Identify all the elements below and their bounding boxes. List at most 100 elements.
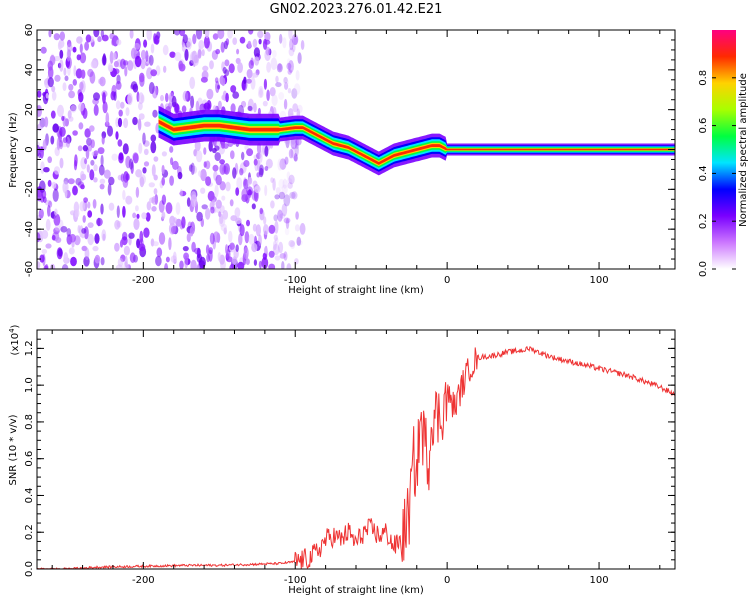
noise-blob [54, 74, 61, 82]
noise-blob [129, 30, 134, 39]
noise-blob [198, 170, 202, 177]
noise-blob [92, 245, 99, 252]
noise-blob [215, 48, 221, 55]
noise-blob [42, 196, 47, 203]
noise-blob [203, 147, 207, 155]
noise-blob [212, 33, 219, 40]
noise-blob [209, 232, 215, 245]
noise-blob [299, 223, 306, 235]
noise-blob [45, 219, 51, 231]
noise-blob [115, 264, 123, 269]
colorbar-tick-label: 0.0 [698, 261, 709, 277]
noise-blob [80, 69, 86, 79]
noise-blob [109, 51, 114, 64]
noise-blob [143, 227, 150, 238]
noise-blob [230, 150, 235, 160]
noise-blob [135, 169, 143, 178]
noise-blob [113, 68, 120, 75]
noise-blob [219, 159, 226, 165]
noise-blob [230, 103, 236, 114]
noise-blob [220, 41, 225, 53]
noise-blob [270, 177, 274, 183]
noise-blob [72, 130, 78, 136]
noise-blob [253, 102, 257, 113]
noise-blob [272, 50, 277, 58]
noise-blob [219, 214, 224, 225]
noise-blob [259, 164, 264, 176]
noise-blob [165, 92, 169, 103]
noise-blob [200, 76, 208, 83]
noise-blob [263, 78, 267, 90]
noise-blob [248, 30, 254, 35]
noise-blob [160, 94, 164, 102]
noise-blob [161, 194, 167, 205]
y-tick-label: 0.8 [24, 414, 35, 430]
noise-blob [103, 169, 111, 179]
snr-x-ticks: -200 -100 0 100 [51, 330, 661, 586]
noise-blob [254, 56, 260, 66]
noise-blob [67, 178, 75, 185]
noise-blob [206, 253, 210, 263]
noise-blob [78, 92, 84, 103]
noise-blob [128, 158, 134, 170]
noise-blob [253, 47, 260, 58]
noise-blob [133, 42, 141, 50]
noise-blob [59, 126, 66, 137]
noise-blob [171, 95, 177, 108]
noise-blob [116, 220, 122, 228]
noise-blob [141, 212, 147, 220]
noise-blob [262, 100, 268, 107]
noise-blob [154, 35, 160, 45]
noise-blob [139, 72, 145, 83]
noise-blob [189, 76, 196, 89]
noise-blob [114, 242, 120, 252]
noise-blob [66, 228, 72, 237]
noise-blob [79, 52, 87, 64]
noise-blob [214, 184, 219, 198]
noise-blob [140, 49, 147, 60]
x-tick-label: -200 [132, 275, 155, 286]
noise-blob [80, 157, 87, 170]
noise-blob [99, 183, 105, 190]
noise-blob [244, 231, 250, 244]
noise-blob [230, 85, 237, 93]
noise-blob [57, 62, 62, 69]
noise-blob [135, 205, 139, 212]
noise-blob [293, 83, 301, 95]
noise-blob [264, 145, 269, 157]
noise-blob [70, 256, 77, 267]
noise-blob [41, 229, 49, 239]
noise-blob [117, 257, 124, 267]
noise-blob [203, 102, 211, 110]
noise-blob [74, 208, 80, 218]
noise-blob [262, 252, 267, 260]
noise-blob [247, 105, 253, 111]
noise-blob [68, 247, 75, 255]
noise-blob [179, 30, 186, 37]
noise-blob [239, 168, 244, 176]
noise-blob [83, 256, 90, 267]
noise-blob [146, 201, 152, 211]
noise-blob [55, 237, 62, 243]
noise-blob [275, 187, 281, 195]
noise-blob [84, 128, 91, 138]
y-tick-label: -60 [24, 261, 35, 277]
noise-blob [286, 58, 291, 68]
noise-blob [283, 217, 291, 224]
noise-blob [195, 30, 203, 40]
noise-blob [181, 216, 186, 229]
noise-blob [37, 232, 41, 243]
noise-blob [45, 93, 49, 99]
noise-blob [248, 233, 255, 245]
noise-blob [246, 186, 254, 196]
noise-blob [90, 60, 98, 69]
noise-blob [295, 70, 300, 81]
noise-blob [221, 195, 226, 201]
noise-blob [75, 177, 82, 186]
colorbar-tick-label: 0.8 [698, 70, 709, 86]
colorbar-tick-label: 0.6 [698, 118, 709, 134]
y-tick-label: 0 [24, 146, 35, 152]
noise-blob [74, 154, 78, 167]
noise-blob [122, 143, 129, 155]
noise-blob [294, 224, 300, 232]
